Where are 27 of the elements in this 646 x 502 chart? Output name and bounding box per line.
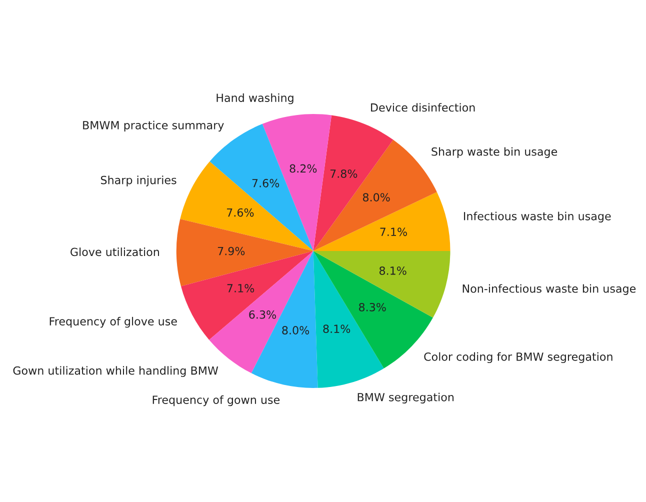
data-label: 8.0% — [282, 326, 310, 334]
data-label: 7.8% — [330, 169, 358, 178]
slice-label: Sharp waste bin usage — [432, 147, 558, 158]
data-label: 6.3% — [249, 310, 276, 319]
data-label: 8.3% — [359, 302, 386, 312]
data-label: 7.9% — [218, 246, 245, 256]
slice-label: Glove utilization — [70, 248, 159, 256]
slice-label: Device disinfection — [371, 103, 475, 112]
data-label: 7.1% — [380, 228, 407, 236]
data-label: 7.1% — [227, 284, 254, 292]
slice-label: Sharp injuries — [100, 176, 176, 186]
slice-label: Gown utilization while handling BMW — [13, 366, 218, 377]
slice-label: Frequency of glove use — [50, 316, 177, 328]
pie-slice — [313, 251, 450, 318]
slice-label: Frequency of gown use — [152, 395, 280, 406]
data-label: 8.2% — [290, 164, 317, 173]
slice-label: Color coding for BMW segregation — [424, 352, 612, 364]
slice-label: Infectious waste bin usage — [464, 212, 611, 222]
slice-label: Hand washing — [216, 93, 294, 104]
data-label: 8.0% — [362, 193, 390, 202]
data-label: 7.6% — [226, 208, 254, 217]
slice-label: Non-infectious waste bin usage — [462, 284, 636, 295]
slice-label: BMWM practice summary — [83, 120, 224, 132]
data-label: 7.6% — [252, 178, 280, 188]
data-label: 8.1% — [323, 324, 350, 334]
slice-label: BMW segregation — [358, 392, 454, 404]
data-label: 8.1% — [379, 266, 406, 275]
